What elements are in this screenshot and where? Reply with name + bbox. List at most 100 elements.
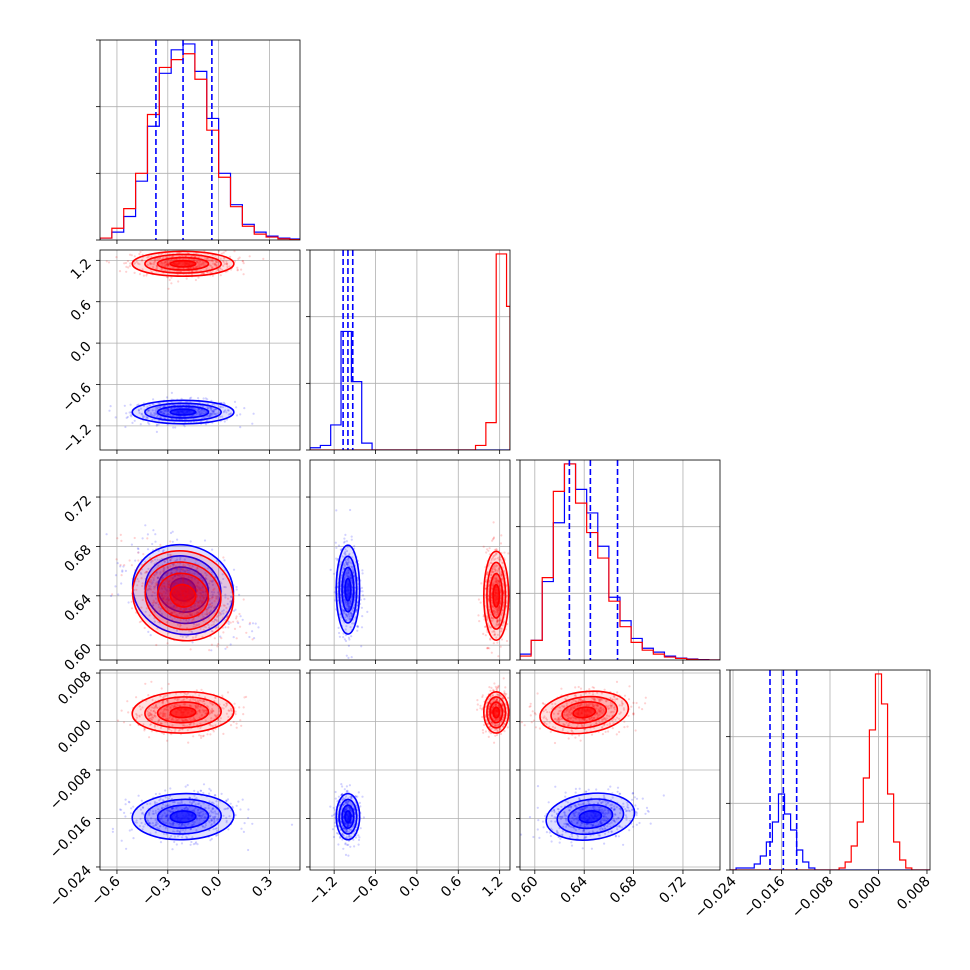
sample-point (225, 704, 228, 707)
sample-point (198, 413, 201, 416)
sample-point (139, 407, 143, 410)
sample-point (185, 627, 189, 630)
sample-point (194, 588, 197, 591)
sample-point (349, 822, 352, 825)
density-fill (345, 578, 351, 601)
sample-point (220, 268, 224, 271)
sample-point (194, 278, 197, 282)
sample-point (341, 838, 344, 841)
sample-point (171, 807, 174, 810)
sample-point (185, 806, 188, 809)
sample-point (150, 567, 153, 570)
sample-point (501, 624, 504, 627)
sample-point (496, 582, 499, 585)
sample-point (197, 276, 200, 279)
sample-point (220, 252, 223, 255)
sample-point (223, 604, 226, 607)
sample-point (167, 586, 170, 589)
sample-point (356, 600, 359, 604)
sample-point (204, 719, 207, 722)
sample-point (190, 406, 193, 410)
sample-point (486, 572, 489, 575)
sample-point (201, 709, 204, 712)
sample-point (167, 809, 170, 812)
sample-point (160, 687, 163, 690)
sample-point (137, 409, 140, 412)
sample-point (163, 585, 166, 588)
sample-point (190, 606, 193, 609)
sample-point (200, 593, 203, 596)
sample-point (171, 585, 174, 588)
y-tick-label: −0.6 (59, 380, 94, 415)
sample-point (238, 593, 241, 597)
sample-point (216, 261, 219, 264)
sample-point (222, 631, 225, 634)
sample-point (193, 613, 196, 616)
sample-point (182, 569, 185, 572)
sample-point (212, 828, 215, 831)
sample-point (163, 567, 166, 570)
sample-point (174, 426, 177, 429)
sample-point (179, 828, 182, 831)
sample-point (235, 804, 238, 807)
sample-point (491, 619, 494, 622)
sample-point (164, 261, 167, 264)
sample-point (347, 604, 350, 607)
sample-point (347, 604, 351, 607)
sample-point (195, 588, 198, 591)
sample-point (352, 570, 355, 574)
sample-point (150, 723, 153, 726)
sample-point (199, 592, 202, 595)
sample-point (213, 412, 216, 415)
sample-point (172, 821, 175, 825)
sample-point (149, 262, 152, 266)
sample-point (496, 623, 499, 627)
sample-point (128, 411, 131, 414)
sample-point (206, 414, 209, 417)
sample-point (343, 612, 346, 615)
sample-point (163, 695, 166, 698)
sample-point (213, 591, 216, 594)
sample-point (191, 836, 194, 839)
y-tick-label: 0.72 (61, 493, 94, 526)
sample-point (171, 582, 174, 585)
sample-point (344, 553, 347, 557)
sample-point (163, 707, 166, 710)
sample-point (347, 830, 350, 834)
sample-point (200, 714, 203, 717)
sample-point (345, 829, 348, 832)
sample-point (203, 416, 206, 419)
sample-point (174, 578, 177, 581)
sample-point (171, 848, 174, 851)
sample-point (179, 556, 182, 559)
sample-point (197, 814, 200, 817)
sample-point (354, 812, 357, 816)
density-fill (170, 409, 196, 415)
sample-point (173, 611, 176, 614)
sample-point (497, 579, 500, 583)
sample-point (157, 827, 160, 831)
sample-point (185, 718, 188, 721)
sample-point (210, 818, 213, 821)
contour-line (344, 810, 352, 824)
sample-point (197, 601, 200, 604)
sample-point (177, 567, 180, 570)
sample-point (345, 790, 348, 793)
sample-point (146, 537, 149, 540)
sample-point (191, 809, 194, 812)
contour-line (131, 399, 235, 425)
sample-point (503, 551, 506, 554)
sample-point (220, 582, 223, 585)
sample-point (149, 709, 153, 712)
sample-point (167, 818, 170, 821)
sample-point (189, 629, 192, 632)
sample-point (254, 666, 256, 668)
sample-point (228, 265, 231, 268)
sample-point (204, 613, 207, 616)
sample-point (163, 560, 166, 563)
sample-point (143, 727, 146, 730)
sample-point (115, 256, 118, 259)
sample-point (166, 699, 169, 702)
sample-point (361, 569, 364, 572)
x-tick-label: −0.016 (740, 873, 788, 921)
